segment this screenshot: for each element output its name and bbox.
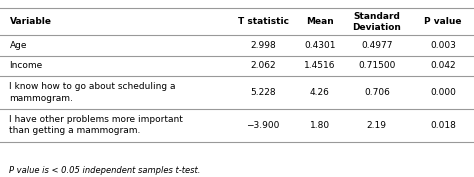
Text: 1.4516: 1.4516 [304,61,336,70]
Text: 0.042: 0.042 [430,61,456,70]
Text: 0.706: 0.706 [364,88,390,97]
Text: P value is < 0.05 independent samples t-test.: P value is < 0.05 independent samples t-… [9,166,201,175]
Text: P value: P value [424,17,462,26]
Text: 0.003: 0.003 [430,41,456,50]
Text: I know how to go about scheduling a
mammogram.: I know how to go about scheduling a mamm… [9,82,176,102]
Text: 2.998: 2.998 [250,41,276,50]
Text: T statistic: T statistic [237,17,289,26]
Text: 0.4301: 0.4301 [304,41,336,50]
Text: 0.4977: 0.4977 [361,41,392,50]
Text: Age: Age [9,41,27,50]
Text: 0.71500: 0.71500 [358,61,395,70]
Text: Mean: Mean [306,17,334,26]
Text: 2.062: 2.062 [250,61,276,70]
Text: 4.26: 4.26 [310,88,330,97]
Text: 2.19: 2.19 [367,121,387,130]
Text: 1.80: 1.80 [310,121,330,130]
Text: 0.018: 0.018 [430,121,456,130]
Text: Variable: Variable [9,17,52,26]
Text: −3.900: −3.900 [246,121,280,130]
Text: 5.228: 5.228 [250,88,276,97]
Text: Standard
Deviation: Standard Deviation [352,12,401,32]
Text: 0.000: 0.000 [430,88,456,97]
Text: I have other problems more important
than getting a mammogram.: I have other problems more important tha… [9,115,183,135]
Text: Income: Income [9,61,43,70]
